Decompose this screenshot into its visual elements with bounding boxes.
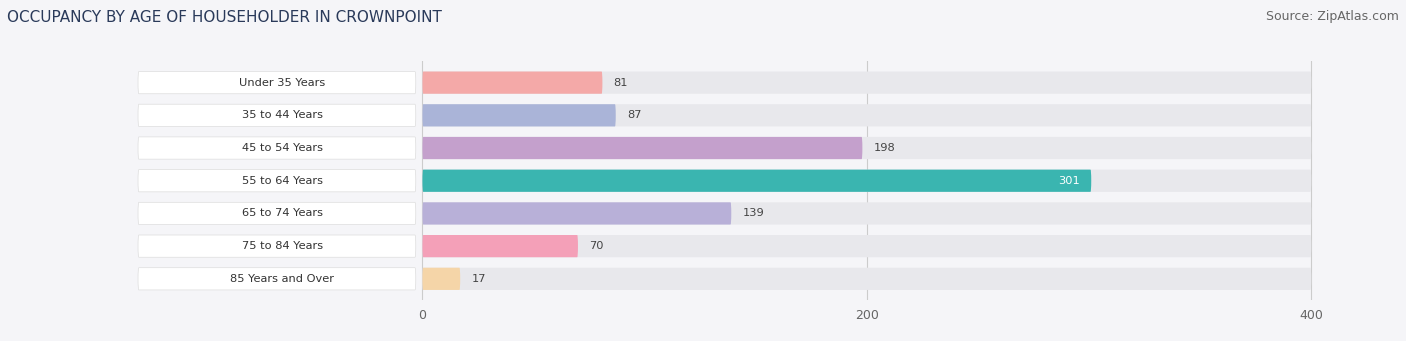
FancyBboxPatch shape: [138, 268, 416, 290]
Text: 139: 139: [742, 208, 763, 219]
FancyBboxPatch shape: [422, 137, 1312, 159]
FancyBboxPatch shape: [422, 235, 578, 257]
FancyBboxPatch shape: [422, 235, 1312, 257]
Text: 17: 17: [471, 274, 486, 284]
Text: 87: 87: [627, 110, 641, 120]
FancyBboxPatch shape: [422, 72, 1312, 94]
FancyBboxPatch shape: [422, 104, 1312, 127]
FancyBboxPatch shape: [422, 202, 1312, 224]
Text: 198: 198: [873, 143, 896, 153]
FancyBboxPatch shape: [422, 268, 1312, 290]
Text: 55 to 64 Years: 55 to 64 Years: [242, 176, 323, 186]
Text: OCCUPANCY BY AGE OF HOUSEHOLDER IN CROWNPOINT: OCCUPANCY BY AGE OF HOUSEHOLDER IN CROWN…: [7, 10, 441, 25]
FancyBboxPatch shape: [422, 104, 616, 127]
FancyBboxPatch shape: [422, 169, 1091, 192]
FancyBboxPatch shape: [138, 169, 416, 192]
FancyBboxPatch shape: [422, 268, 460, 290]
FancyBboxPatch shape: [138, 137, 416, 159]
FancyBboxPatch shape: [138, 104, 416, 127]
FancyBboxPatch shape: [138, 72, 416, 94]
FancyBboxPatch shape: [138, 235, 416, 257]
Text: 75 to 84 Years: 75 to 84 Years: [242, 241, 323, 251]
Text: 45 to 54 Years: 45 to 54 Years: [242, 143, 323, 153]
Text: 85 Years and Over: 85 Years and Over: [231, 274, 335, 284]
Text: 65 to 74 Years: 65 to 74 Years: [242, 208, 323, 219]
Text: 70: 70: [589, 241, 603, 251]
Text: 301: 301: [1059, 176, 1080, 186]
Text: Source: ZipAtlas.com: Source: ZipAtlas.com: [1265, 10, 1399, 23]
FancyBboxPatch shape: [422, 169, 1312, 192]
Text: Under 35 Years: Under 35 Years: [239, 78, 326, 88]
Text: 35 to 44 Years: 35 to 44 Years: [242, 110, 323, 120]
FancyBboxPatch shape: [138, 202, 416, 224]
FancyBboxPatch shape: [422, 137, 862, 159]
FancyBboxPatch shape: [422, 202, 731, 224]
Text: 81: 81: [613, 78, 628, 88]
FancyBboxPatch shape: [422, 72, 602, 94]
